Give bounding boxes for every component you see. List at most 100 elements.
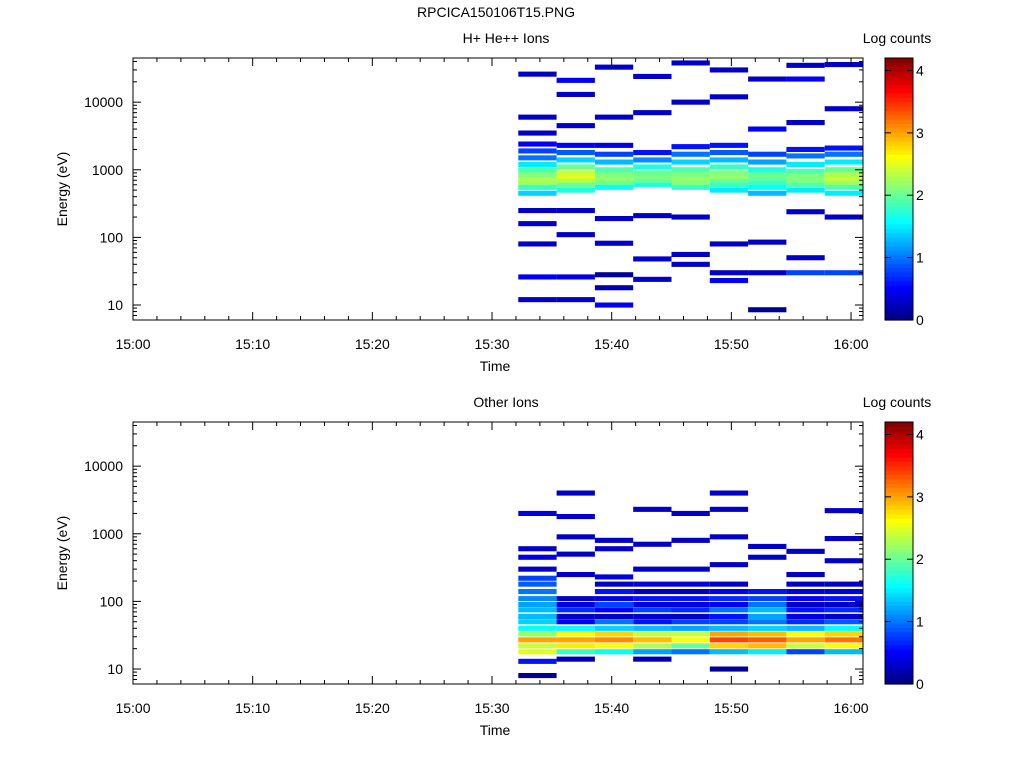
heat-cell: [748, 172, 787, 178]
heat-cell: [594, 625, 634, 631]
heat-cell: [671, 151, 710, 157]
colorbar-segment: [885, 210, 913, 216]
heat-cell: [633, 602, 672, 608]
heat-cell: [709, 589, 749, 595]
colorbar-segment: [885, 574, 913, 580]
heat-cell: [671, 510, 710, 516]
heat-cell: [671, 589, 710, 595]
colorbar-segment: [885, 79, 913, 85]
heat-cell: [518, 596, 557, 602]
colorbar-segment: [885, 605, 913, 611]
heat-cell: [786, 153, 825, 159]
heat-cell: [824, 602, 863, 608]
colorbar-segment: [885, 539, 913, 545]
heat-cell: [671, 167, 710, 173]
heat-cell: [824, 625, 863, 631]
colorbar-segment: [885, 461, 913, 467]
colorbar-segment: [885, 306, 913, 312]
heat-cell: [824, 145, 863, 151]
heat-cell: [594, 546, 634, 552]
heat-cell: [786, 173, 825, 179]
heat-cell: [556, 607, 595, 613]
heat-cell: [518, 221, 557, 227]
heat-cell: [594, 619, 634, 625]
heat-cell: [594, 589, 634, 595]
heat-cell: [518, 643, 557, 649]
heat-cell: [671, 631, 710, 637]
heat-cell: [633, 596, 672, 602]
heat-cell: [671, 144, 710, 150]
heat-cell: [709, 142, 749, 148]
heat-cell: [633, 607, 672, 613]
heat-cell: [633, 625, 672, 631]
heat-cell: [518, 631, 557, 637]
heat-cell: [594, 272, 634, 278]
colorbar-segment: [885, 553, 913, 558]
colorbar-segment: [885, 470, 913, 475]
heat-cell: [518, 602, 557, 608]
heat-cell: [786, 120, 825, 126]
heat-cell: [633, 581, 672, 587]
heat-cell: [671, 625, 710, 631]
heat-cell: [824, 589, 863, 595]
heat-cell: [709, 506, 749, 512]
heat-cell: [594, 216, 634, 222]
heat-cell: [748, 613, 787, 619]
heat-cell: [786, 649, 825, 655]
colorbar-label: Log counts: [863, 394, 932, 410]
colorbar-tick-label: 3: [916, 125, 924, 141]
plot-frame: [132, 57, 864, 321]
heat-cell: [786, 572, 825, 578]
colorbar-segment: [885, 587, 913, 593]
y-tick-label: 10: [107, 297, 123, 313]
heat-cell: [824, 643, 863, 649]
heat-cell: [709, 170, 749, 176]
heat-cell: [709, 643, 749, 649]
colorbar-segment: [885, 535, 913, 541]
heat-cell: [786, 255, 825, 261]
colorbar-segment: [885, 618, 913, 624]
colorbar-segment: [885, 149, 913, 155]
y-tick-label: 10000: [84, 458, 123, 474]
heat-cell: [518, 649, 557, 655]
heat-cell: [518, 161, 557, 167]
heat-cell: [518, 114, 557, 120]
heat-cell: [594, 172, 634, 178]
heat-cell: [748, 151, 787, 157]
heat-cell: [709, 631, 749, 637]
colorbar-segment: [885, 232, 913, 238]
heat-cell: [518, 71, 557, 77]
heat-cell: [671, 261, 710, 267]
heat-cell: [748, 76, 787, 82]
colorbar-segment: [885, 237, 913, 242]
heat-cell: [709, 534, 749, 540]
heat-cell: [556, 142, 595, 148]
heat-cell: [594, 602, 634, 608]
heat-cell: [786, 631, 825, 637]
colorbar-segment: [885, 110, 913, 116]
heat-cell: [824, 179, 863, 185]
heat-cell: [786, 270, 825, 276]
heat-cell: [671, 637, 710, 643]
heat-cell: [824, 649, 863, 655]
heat-cell: [518, 172, 557, 178]
colorbar-segment: [885, 435, 913, 441]
heat-cell: [518, 554, 557, 560]
heat-cell: [594, 302, 634, 308]
colorbar-segment: [885, 443, 913, 449]
heat-cell: [824, 581, 863, 587]
colorbar-segment: [885, 448, 913, 454]
colorbar-segment: [885, 145, 913, 151]
colorbar-label: Log counts: [863, 30, 932, 46]
colorbar-segment: [885, 566, 913, 572]
heat-cell: [709, 157, 749, 163]
colorbar-segment: [885, 679, 913, 685]
colorbar-segment: [885, 644, 913, 650]
heat-cell: [518, 148, 557, 154]
colorbar-segment: [885, 75, 913, 81]
colorbar-segment: [885, 522, 913, 528]
heat-cell: [824, 558, 863, 564]
colorbar-segment: [885, 58, 913, 63]
heat-cell: [786, 76, 825, 82]
